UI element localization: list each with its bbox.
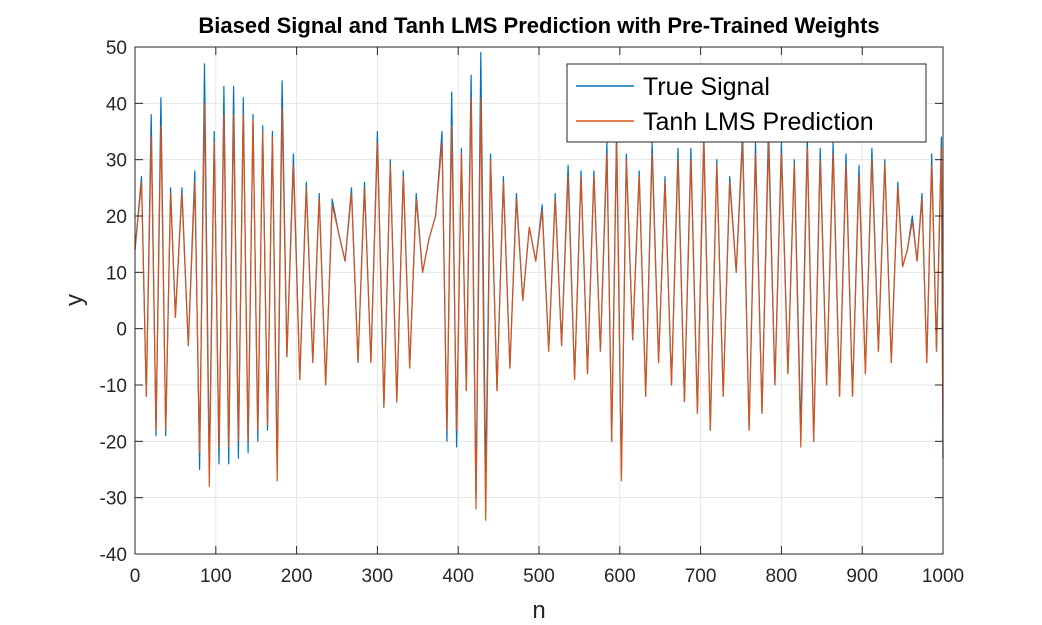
x-tick-label: 300 xyxy=(362,566,394,587)
y-tick-labels: -40 -30 -20 -10 0 10 20 30 40 50 xyxy=(100,38,127,566)
legend-label-tanh-lms-prediction: Tanh LMS Prediction xyxy=(643,108,874,136)
legend-label-true-signal: True Signal xyxy=(643,73,770,101)
y-tick-label: 40 xyxy=(106,94,127,115)
y-axis-title: y xyxy=(61,294,88,306)
series-layer xyxy=(134,51,944,521)
legend-box xyxy=(566,63,927,143)
x-tick-label: 700 xyxy=(685,566,717,587)
legend: True Signal Tanh LMS Prediction xyxy=(566,63,927,143)
chart-title: Biased Signal and Tanh LMS Prediction wi… xyxy=(198,13,879,38)
x-tick-labels: 0 100 200 300 400 500 600 700 800 900 1000 xyxy=(130,566,964,587)
x-tick-label: 500 xyxy=(523,566,555,587)
y-tick-label: 30 xyxy=(106,151,127,172)
x-axis-title: n xyxy=(532,597,545,624)
x-tick-label: 100 xyxy=(200,566,232,587)
y-tick-label: 50 xyxy=(106,38,127,59)
x-tick-label: 200 xyxy=(281,566,313,587)
x-tick-label: 400 xyxy=(442,566,474,587)
y-tick-label: 0 xyxy=(116,320,127,341)
x-tick-label: 800 xyxy=(766,566,798,587)
axis-ticks xyxy=(134,46,944,555)
y-tick-label: -20 xyxy=(100,432,127,453)
y-tick-label: -30 xyxy=(100,489,127,510)
y-tick-label: 20 xyxy=(106,207,127,228)
x-tick-label: 0 xyxy=(130,566,141,587)
y-tick-label: 10 xyxy=(106,263,127,284)
y-tick-label: -10 xyxy=(100,376,127,397)
x-tick-label: 600 xyxy=(604,566,636,587)
series-line-tanh-lms-prediction xyxy=(134,97,944,521)
x-tick-label: 900 xyxy=(846,566,878,587)
y-tick-label: -40 xyxy=(100,545,127,566)
x-tick-label: 1000 xyxy=(922,566,964,587)
